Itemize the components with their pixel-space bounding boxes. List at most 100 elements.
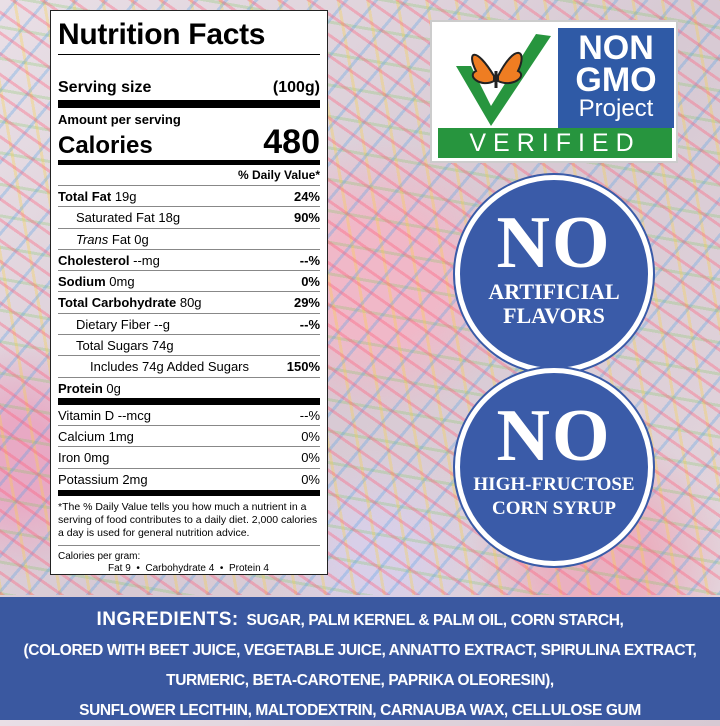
- non-text: NON: [578, 29, 654, 67]
- verified-bar: VERIFIED: [438, 128, 672, 158]
- calories-per-gram-label: Calories per gram:: [58, 550, 141, 562]
- calories-row: Calories 480: [58, 123, 320, 165]
- serving-size-row: Serving size (100g): [58, 55, 320, 108]
- label-title: Nutrition Facts: [58, 15, 320, 55]
- calories-label: Calories: [58, 132, 153, 159]
- nutrient-label: Total Fat: [58, 189, 112, 204]
- nutrient-amount: Fat 0g: [111, 231, 149, 247]
- ingredients-banner: INGREDIENTS: SUGAR, PALM KERNEL & PALM O…: [0, 597, 720, 720]
- nutrient-amount: --mg: [133, 252, 160, 268]
- ingredients-line: TURMERIC, BETA-CAROTENE, PAPRIKA OLEORES…: [166, 672, 554, 689]
- nutrient-label: Protein: [58, 380, 103, 396]
- nutrient-amount: 18g: [158, 210, 181, 226]
- no-artificial-flavors-badge: NO ARTIFICIAL FLAVORS: [455, 175, 653, 373]
- nutrient-row: Total Fat 19g 24%: [58, 186, 320, 208]
- nutrient-label: Potassium: [58, 471, 119, 487]
- nutrient-daily-value: 0%: [301, 450, 320, 466]
- nutrient-row: Calcium 1mg 0%: [58, 426, 320, 448]
- nutrient-daily-value: --%: [299, 316, 320, 332]
- nutrient-name: Protein 0g: [58, 378, 121, 398]
- ingredients-heading: INGREDIENTS:: [96, 609, 239, 630]
- nutrient-row: Iron 0mg 0%: [58, 447, 320, 469]
- nutrient-amount: 19g: [114, 189, 137, 204]
- nutrient-row: Total Carbohydrate 80g 29%: [58, 292, 320, 314]
- nutrient-amount: 0mg: [109, 274, 135, 290]
- nutrient-name: Sodium 0mg: [58, 271, 135, 291]
- nutrient-row: Cholesterol --mg --%: [58, 250, 320, 272]
- nutrient-label: Trans: [76, 231, 109, 247]
- nutrient-name: Calcium 1mg: [58, 426, 134, 446]
- serving-label: Serving size: [58, 79, 152, 96]
- nutrient-label: Dietary Fiber: [76, 316, 151, 332]
- nutrient-amount: 0mg: [84, 450, 110, 466]
- badge-line2: FLAVORS: [503, 303, 605, 328]
- nutrient-daily-value: --%: [299, 252, 320, 268]
- nutrient-row: Total Sugars 74g: [58, 335, 320, 357]
- badge-no-text: NO: [496, 202, 612, 284]
- daily-value-header: % Daily Value*: [58, 165, 320, 186]
- badge-line1: HIGH-FRUCTOSE: [473, 474, 635, 495]
- nutrient-name: Cholesterol --mg: [58, 250, 160, 270]
- nutrient-label: Vitamin D: [58, 407, 115, 423]
- nutrient-row: Dietary Fiber --g --%: [58, 314, 320, 336]
- nutrient-label: Calcium: [58, 428, 105, 444]
- nutrient-amount: --g: [154, 316, 170, 332]
- nutrient-name: Dietary Fiber --g: [58, 314, 170, 334]
- nutrient-row: Saturated Fat 18g 90%: [58, 207, 320, 229]
- nutrient-name: Potassium 2mg: [58, 469, 148, 490]
- nutrient-name: Includes 74g Added Sugars: [58, 356, 249, 376]
- nutrient-label: Saturated Fat: [76, 210, 155, 226]
- nutrient-row: Trans Fat 0g: [58, 229, 320, 250]
- badge-line1: ARTIFICIAL: [488, 279, 620, 304]
- nutrient-daily-value: 0%: [301, 428, 320, 444]
- nutrient-label: Sodium: [58, 274, 106, 290]
- nutrient-amount: 0g: [106, 380, 121, 396]
- calories-per-gram: Calories per gram: Fat 9 • Carbohydrate …: [58, 546, 320, 575]
- project-text: Project: [578, 95, 654, 122]
- nutrient-label: Total Sugars: [76, 338, 149, 354]
- nutrition-facts-label: Nutrition Facts Serving size (100g) Amoun…: [50, 10, 328, 575]
- nutrient-daily-value: 24%: [293, 189, 320, 204]
- ingredients-line: SUGAR, PALM KERNEL & PALM OIL, CORN STAR…: [246, 612, 624, 629]
- butterfly-check-icon: [456, 34, 551, 126]
- footnote: *The % Daily Value tells you how much a …: [58, 489, 320, 546]
- serving-value: (100g): [272, 79, 320, 96]
- non-gmo-verified-logo: NON GMO Project VERIFIED: [430, 20, 678, 163]
- nutrient-name: Iron 0mg: [58, 447, 109, 467]
- nutrient-daily-value: 90%: [293, 210, 320, 226]
- nutrient-amount: --mcg: [117, 407, 151, 423]
- nutrient-daily-value: 0%: [301, 471, 320, 487]
- nutrient-daily-value: 150%: [286, 359, 320, 375]
- amount-per-serving: Amount per serving: [58, 112, 181, 127]
- nutrient-label: Cholesterol: [58, 252, 130, 268]
- nutrient-name: Vitamin D --mcg: [58, 405, 151, 425]
- nutrient-label: Total Carbohydrate: [58, 295, 177, 311]
- nutrient-name: Total Carbohydrate 80g: [58, 292, 202, 312]
- nutrient-row: Sodium 0mg 0%: [58, 271, 320, 293]
- gmo-text: GMO: [575, 61, 657, 99]
- nutrient-name: Trans Fat 0g: [58, 229, 149, 249]
- nutrient-name: Total Sugars 74g: [58, 335, 174, 355]
- calories-per-gram-values: Fat 9 • Carbohydrate 4 • Protein 4: [108, 562, 269, 574]
- nutrient-daily-value: 0%: [301, 274, 320, 290]
- nutrient-name: Saturated Fat 18g: [58, 207, 180, 227]
- nutrient-amount: 74g: [151, 338, 174, 354]
- nutrient-row: Includes 74g Added Sugars 150%: [58, 356, 320, 378]
- badge-no-text: NO: [496, 395, 612, 477]
- ingredients-line: SUNFLOWER LECITHIN, MALTODEXTRIN, CARNAU…: [79, 702, 641, 719]
- nutrient-daily-value: --%: [299, 407, 320, 423]
- nutrient-row: Potassium 2mg 0%: [58, 469, 320, 490]
- nutrient-amount: 2mg: [122, 471, 148, 487]
- ingredients-line: (COLORED WITH BEET JUICE, VEGETABLE JUIC…: [23, 642, 697, 659]
- nutrient-amount: 80g: [179, 295, 202, 311]
- badge-line2: CORN SYRUP: [491, 498, 617, 519]
- no-hfcs-badge: NO HIGH-FRUCTOSE CORN SYRUP: [455, 368, 653, 566]
- non-gmo-text-box: NON GMO Project: [558, 28, 674, 128]
- nutrient-label: Includes 74g Added Sugars: [90, 359, 250, 375]
- calories-value: 480: [263, 123, 320, 161]
- nutrient-name: Total Fat 19g: [58, 186, 137, 206]
- nutrient-label: Iron: [58, 450, 81, 466]
- nutrient-row: Protein 0g: [58, 378, 320, 405]
- nutrient-daily-value: 29%: [293, 295, 320, 311]
- nutrient-amount: 1mg: [108, 428, 134, 444]
